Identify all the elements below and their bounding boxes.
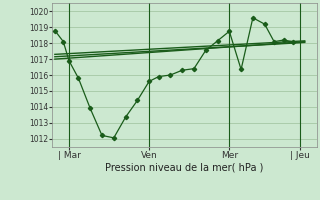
X-axis label: Pression niveau de la mer( hPa ): Pression niveau de la mer( hPa ) [105,163,264,173]
